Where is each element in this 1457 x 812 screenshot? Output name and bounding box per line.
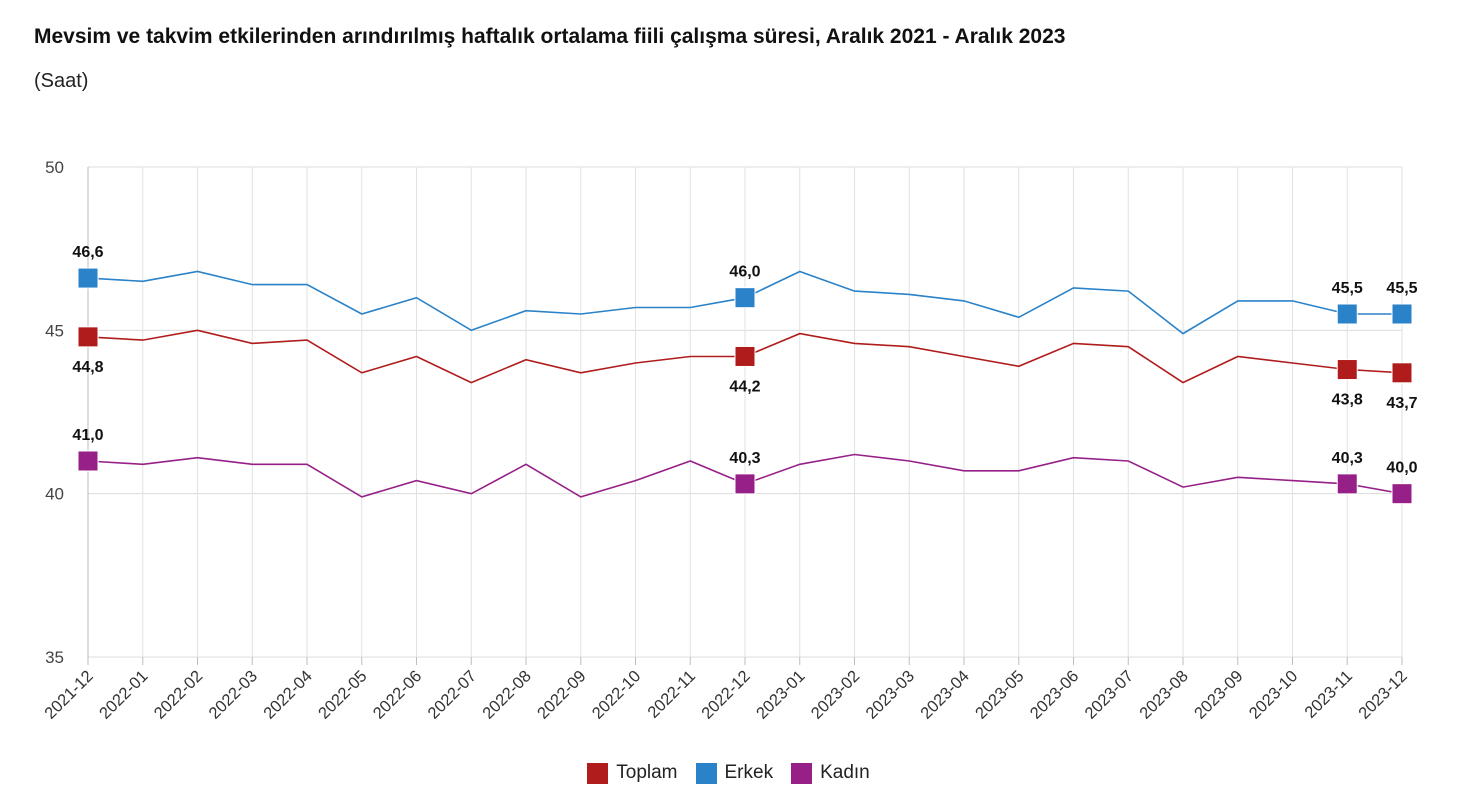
data-label-toplam: 43,8 [1332,392,1363,409]
point-marker-kadin [734,473,756,495]
x-tick-label: 2022-09 [534,667,590,723]
legend-label-erkek: Erkek [724,762,774,783]
x-tick-label: 2023-08 [1136,667,1192,723]
legend-swatch-kadin [791,762,813,784]
x-tick-label: 2022-06 [370,667,426,723]
point-marker-toplam [1391,362,1413,384]
chart-subtitle: (Saat) [34,70,89,92]
x-tick-label: 2022-01 [96,667,152,723]
data-label-erkek: 46,6 [72,244,103,261]
y-tick-label: 35 [45,648,64,667]
data-label-erkek: 45,5 [1386,280,1417,297]
point-marker-kadin [1391,483,1413,505]
x-tick-label: 2022-04 [260,667,316,723]
x-tick-label: 2022-10 [589,667,645,723]
y-tick-label: 40 [45,485,64,504]
chart-title: Mevsim ve takvim etkilerinden arındırılm… [34,25,1066,48]
point-marker-kadin [1336,473,1358,495]
x-tick-label: 2023-03 [863,667,919,723]
x-tick-label: 2023-12 [1355,667,1411,723]
data-label-kadin: 41,0 [72,427,103,444]
x-tick-label: 2022-03 [206,667,262,723]
x-tick-label: 2022-02 [151,667,207,723]
y-tick-label: 50 [45,158,64,177]
data-label-erkek: 46,0 [729,264,760,281]
legend-label-toplam: Toplam [616,762,678,783]
point-marker-toplam [1336,359,1358,381]
point-marker-kadin [77,450,99,472]
legend-item-erkek[interactable]: Erkek [695,762,774,784]
data-label-toplam: 43,7 [1386,395,1417,412]
legend-label-kadin: Kadın [820,762,870,783]
x-tick-label: 2022-07 [425,667,481,723]
data-label-kadin: 40,0 [1386,460,1417,477]
x-tick-label: 2023-11 [1301,667,1356,722]
point-marker-erkek [1391,303,1413,325]
x-tick-label: 2023-06 [1027,667,1083,723]
legend-swatch-toplam [587,762,609,784]
x-tick-label: 2023-07 [1082,667,1138,723]
data-label-toplam: 44,2 [729,378,760,395]
x-tick-label: 2022-11 [644,667,699,722]
legend-swatch-erkek [695,762,717,784]
point-marker-erkek [77,267,99,289]
legend-item-kadin[interactable]: Kadın [791,762,870,784]
x-tick-label: 2023-09 [1191,667,1247,723]
x-tick-label: 2023-05 [972,667,1028,723]
x-tick-label: 2023-10 [1246,667,1302,723]
point-marker-toplam [77,326,99,348]
chart-legend: Toplam Erkek Kadın [0,762,1457,784]
point-marker-erkek [1336,303,1358,325]
x-tick-label: 2022-12 [698,667,754,723]
point-marker-toplam [734,345,756,367]
x-tick-label: 2021-12 [41,667,97,723]
data-label-toplam: 44,8 [72,359,103,376]
x-tick-label: 2022-05 [315,667,371,723]
x-tick-label: 2023-02 [808,667,864,723]
x-tick-label: 2022-08 [479,667,535,723]
point-marker-erkek [734,287,756,309]
data-label-erkek: 45,5 [1332,280,1363,297]
data-label-kadin: 40,3 [1332,450,1363,467]
data-label-kadin: 40,3 [729,450,760,467]
y-tick-label: 45 [45,321,64,340]
legend-item-toplam[interactable]: Toplam [587,762,678,784]
x-tick-label: 2023-04 [917,667,973,723]
x-tick-label: 2023-01 [753,667,809,723]
